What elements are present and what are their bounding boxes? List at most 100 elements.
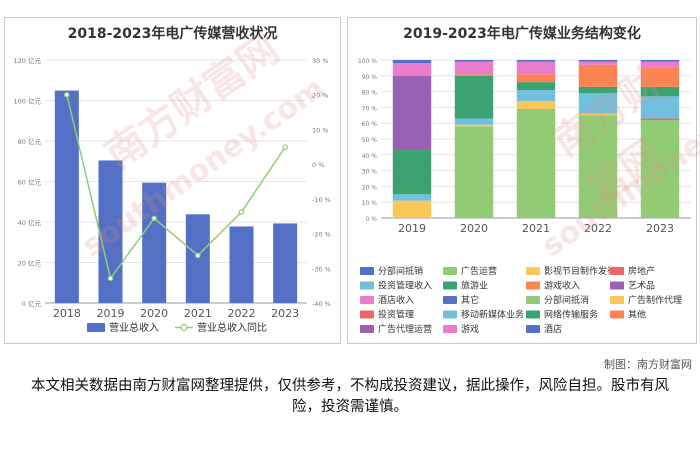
legend-swatch xyxy=(360,267,374,275)
yoy-point xyxy=(238,209,245,215)
business-structure-chart-panel: 2019-2023年电广传媒业务结构变化 0 % 10 % 20 % 30 % 40 %… xyxy=(347,17,697,344)
revenue-bar xyxy=(273,223,298,303)
stack-segment xyxy=(454,74,494,76)
y-tick-label-right: -20 % xyxy=(312,231,331,239)
legend-label: 投资管理 xyxy=(378,309,414,321)
y-tick-label-left: 60 亿元 xyxy=(18,178,42,187)
legend-swatch xyxy=(360,310,374,319)
legend-label-yoy: 营业总收入同比 xyxy=(197,321,267,334)
x-tick-label: 2018 xyxy=(53,307,81,320)
y-tick-label-right: -30 % xyxy=(312,265,331,273)
legend-label: 酒店 xyxy=(544,323,562,335)
y-tick-label-left: 100 亿元 xyxy=(14,97,42,106)
legend-swatch xyxy=(526,296,540,304)
legend-swatch xyxy=(360,325,374,333)
legend-label: 广告制作代理 xyxy=(628,294,682,306)
legend-swatch xyxy=(443,296,457,304)
legend-swatch-revenue xyxy=(87,323,105,332)
y-tick-label: 20 % xyxy=(362,184,378,191)
y-tick-label: 50 % xyxy=(362,137,378,144)
stack-segment xyxy=(392,63,432,76)
legend-swatch xyxy=(443,310,457,319)
business-structure-chart-title: 2019-2023年电广传媒业务结构变化 xyxy=(403,26,641,42)
legend-label: 房地产 xyxy=(628,265,655,277)
y-tick-label: 10 % xyxy=(362,200,378,207)
stack-segment xyxy=(454,124,494,127)
y-tick-label-left: 80 亿元 xyxy=(18,137,42,146)
revenue-bar xyxy=(54,90,79,303)
legend-label: 广告代理运营 xyxy=(378,323,432,335)
revenue-bar xyxy=(229,226,254,303)
legend-label: 投资管理收入 xyxy=(378,280,432,292)
y-tick-label: 80 % xyxy=(362,90,378,97)
stack-segment xyxy=(578,64,618,87)
stack-segment xyxy=(516,61,556,75)
stack-segment xyxy=(454,75,494,119)
stack-segment xyxy=(516,108,556,218)
chart-credit: 制图：南方财富网 xyxy=(604,358,692,371)
stack-segment xyxy=(454,126,494,218)
stack-segment xyxy=(640,120,680,218)
revenue-bar xyxy=(185,214,210,303)
stack-segment xyxy=(578,61,618,65)
legend-swatch xyxy=(360,281,374,290)
legend-swatch xyxy=(610,281,624,290)
legend-label: 分部间抵消 xyxy=(544,294,589,306)
stack-segment xyxy=(516,74,556,83)
legend-label: 旅游业 xyxy=(461,280,488,292)
x-tick-label: 2023 xyxy=(646,222,674,235)
revenue-chart-title: 2018-2023年电广传媒营收状况 xyxy=(67,26,278,42)
stack-segment xyxy=(392,75,432,151)
stack-segment xyxy=(516,90,556,102)
legend-label: 游戏 xyxy=(461,323,479,335)
legend-swatch xyxy=(526,325,540,333)
stack-segment xyxy=(640,118,680,121)
stack-segment xyxy=(516,82,556,91)
y-tick-label: 100 % xyxy=(358,58,377,65)
legend-swatch xyxy=(610,296,624,304)
yoy-point xyxy=(282,144,288,150)
y-tick-label-left: 20 亿元 xyxy=(18,259,42,268)
stack-segment xyxy=(578,115,618,218)
y-tick-label-left: 120 亿元 xyxy=(14,56,42,65)
legend-label: 其它 xyxy=(461,294,479,306)
legend-swatch xyxy=(526,267,540,275)
yoy-point xyxy=(64,91,70,98)
stack-segment xyxy=(640,61,680,68)
legend-swatch xyxy=(610,310,624,319)
legend-swatch xyxy=(526,310,540,319)
legend-label: 分部间抵销 xyxy=(378,265,423,277)
yoy-line xyxy=(66,94,286,281)
stack-segment xyxy=(516,60,556,62)
legend-label: 其他 xyxy=(628,309,646,321)
legend-label: 游戏收入 xyxy=(544,280,580,292)
legend-label: 广告运营 xyxy=(461,265,497,277)
stack-segment xyxy=(578,113,618,116)
legend-swatch xyxy=(443,325,457,333)
y-tick-label-left: 0 亿元 xyxy=(22,299,42,308)
y-tick-label-right: -40 % xyxy=(312,300,331,308)
stack-segment xyxy=(392,194,432,201)
y-tick-label: 30 % xyxy=(362,169,378,176)
y-tick-label: 60 % xyxy=(362,121,378,128)
yoy-point xyxy=(151,215,157,222)
stack-segment xyxy=(640,67,680,87)
revenue-chart-panel: 2018-2023年电广传媒营收状况 0 亿元 20 亿元 40 亿元 60 亿元 80… xyxy=(4,17,341,344)
y-tick-label: 90 % xyxy=(362,74,378,81)
x-tick-label: 2019 xyxy=(97,307,125,320)
y-tick-label-right: -10 % xyxy=(312,196,331,204)
x-tick-label: 2021 xyxy=(184,307,212,320)
legend-swatch xyxy=(360,296,374,304)
x-tick-label: 2023 xyxy=(271,307,299,320)
stack-segment xyxy=(640,96,680,119)
stack-segment xyxy=(392,150,432,195)
stack-segment xyxy=(454,61,494,75)
legend-label: 移动新媒体业务 xyxy=(461,309,524,321)
revenue-bar xyxy=(98,160,123,303)
yoy-point xyxy=(107,275,114,282)
x-tick-label: 2021 xyxy=(522,222,550,235)
legend-marker-yoy xyxy=(180,323,188,332)
stack-segment xyxy=(578,60,618,62)
revenue-chart: 0 亿元 20 亿元 40 亿元 60 亿元 80 亿元 100 亿元 120 亿元 -40 … xyxy=(14,56,331,334)
x-tick-label: 2019 xyxy=(398,222,426,235)
